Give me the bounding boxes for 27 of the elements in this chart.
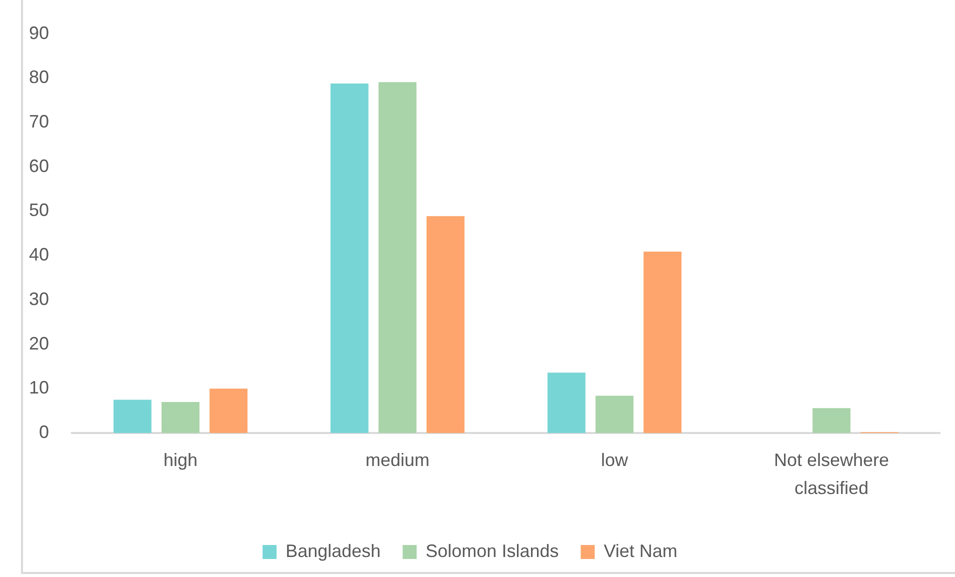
- y-tick-label: 30: [28, 288, 49, 309]
- y-tick-label: 0: [38, 422, 49, 442]
- y-tick-label: 20: [28, 333, 49, 354]
- y-tick-label: 40: [28, 244, 49, 265]
- legend-label: Solomon Islands: [426, 540, 559, 561]
- bar: [162, 402, 200, 433]
- x-tick-label: high: [163, 450, 198, 470]
- bar: [378, 82, 416, 433]
- bar: [812, 408, 850, 433]
- y-tick-label: 90: [28, 22, 49, 43]
- bar: [644, 252, 682, 433]
- bar: [426, 216, 464, 433]
- bar: [548, 372, 586, 433]
- bar: [210, 388, 248, 433]
- y-tick-label: 70: [28, 111, 49, 132]
- y-tick-label: 80: [28, 67, 49, 88]
- bar: [114, 400, 152, 433]
- bar: [596, 396, 634, 433]
- y-tick-label: 10: [28, 378, 49, 398]
- y-tick-label: 50: [28, 200, 49, 220]
- x-tick-label: Not elsewhere classified: [774, 450, 890, 498]
- y-tick-label: 60: [28, 156, 49, 176]
- x-tick-label: low: [600, 450, 629, 470]
- bar: [330, 83, 368, 433]
- legend-label: Bangladesh: [286, 540, 381, 561]
- legend-label: Viet Nam: [604, 540, 678, 561]
- x-tick-label: medium: [365, 450, 430, 470]
